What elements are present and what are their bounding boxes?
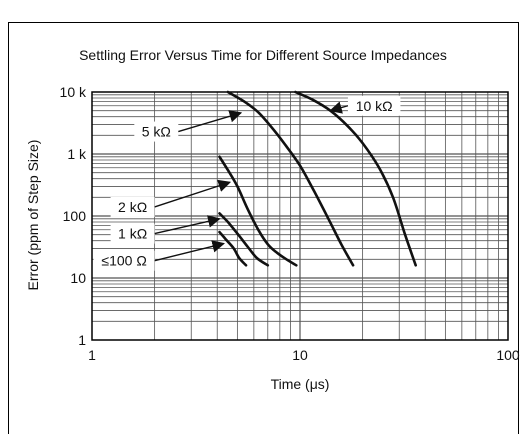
chart-title: Settling Error Versus Time for Different… — [79, 47, 447, 63]
plot-area — [91, 91, 509, 341]
y-tick-label: 1 — [78, 332, 86, 348]
x-tick-labels: 1 10 100 — [88, 347, 520, 363]
series-line-0 — [294, 90, 417, 267]
series-callouts: 10 kΩ 5 kΩ 2 kΩ 1 kΩ ≤100 Ω — [93, 95, 401, 271]
series-line-3 — [218, 212, 270, 267]
x-tick-label: 100 — [496, 347, 520, 363]
y-tick-label: 10 k — [60, 84, 87, 100]
callout-box-2 — [110, 196, 155, 217]
callout-label-3: 1 kΩ — [118, 226, 147, 242]
y-tick-label: 10 — [70, 270, 86, 286]
callout-box-0 — [347, 95, 401, 116]
series-line-4 — [218, 230, 248, 267]
callout-arrow-0 — [329, 101, 349, 114]
callout-label-1: 5 kΩ — [142, 124, 171, 140]
callout-label-4: ≤100 Ω — [101, 253, 146, 269]
figure-frame — [8, 22, 519, 434]
x-tick-label: 10 — [292, 347, 308, 363]
series-line-2 — [218, 155, 298, 267]
x-tick-label: 1 — [88, 347, 96, 363]
callout-box-1 — [134, 121, 179, 142]
callout-arrow-3 — [154, 215, 221, 235]
callout-label-2: 2 kΩ — [118, 199, 147, 215]
callout-arrow-4 — [154, 240, 225, 262]
callout-box-4 — [93, 250, 155, 271]
series-lines — [218, 90, 417, 267]
chart-grid — [92, 92, 508, 340]
x-axis-label: Time (μs) — [271, 376, 330, 392]
callout-arrow-1 — [178, 110, 243, 133]
series-line-1 — [226, 90, 355, 267]
callout-label-0: 10 kΩ — [356, 98, 393, 114]
y-axis-label: Error (ppm of Step Size) — [25, 140, 41, 291]
y-tick-label: 1 k — [67, 146, 87, 162]
y-tick-label: 100 — [63, 208, 87, 224]
callout-arrow-2 — [154, 179, 232, 208]
y-tick-labels: 1 10 100 1 k 10 k — [60, 84, 87, 348]
callout-box-3 — [110, 223, 155, 244]
